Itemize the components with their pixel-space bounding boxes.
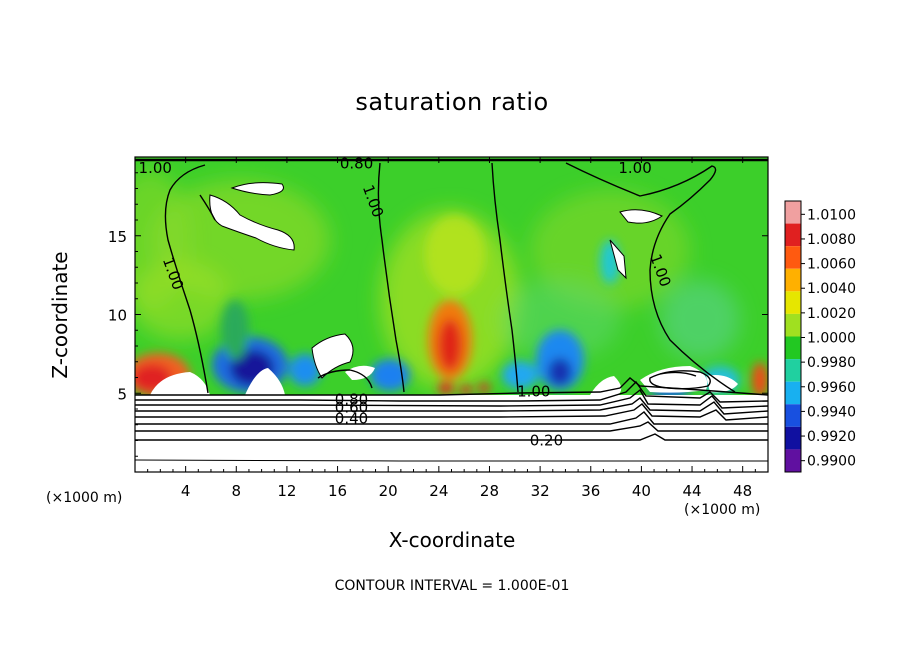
colorbar-label: 1.0000 bbox=[807, 331, 856, 347]
contour-interval-note: CONTOUR INTERVAL = 1.000E-01 bbox=[334, 578, 570, 594]
colorbar-swatch bbox=[785, 449, 801, 472]
colorbar-label: 0.9960 bbox=[807, 380, 856, 396]
x-ticks-group: 4 8 12 16 20 24 28 32 36 40 44 48 bbox=[147, 157, 756, 500]
contour-label: 1.00 bbox=[139, 159, 172, 177]
x-tick-label: 24 bbox=[429, 482, 448, 500]
colorbar: 1.0100 1.0080 1.0060 1.0040 1.0020 1.0000 0.99… bbox=[784, 200, 856, 473]
colorbar-swatch bbox=[785, 291, 801, 314]
y-ticks-group: 5 10 15 bbox=[108, 172, 768, 457]
colorbar-swatch bbox=[785, 426, 801, 450]
contour-label: 0.80 bbox=[335, 391, 368, 409]
x-axis-unit-label: (×1000 m) bbox=[46, 490, 123, 506]
x-tick-label: 40 bbox=[632, 482, 651, 500]
x-tick-label: 44 bbox=[682, 482, 701, 500]
chart-title: saturation ratio bbox=[355, 88, 549, 116]
x-tick-label: 16 bbox=[328, 482, 347, 500]
colorbar-swatch bbox=[785, 359, 801, 382]
x-tick-label: 28 bbox=[480, 482, 499, 500]
colorbar-swatch bbox=[785, 381, 801, 405]
colorbar-swatch bbox=[785, 404, 801, 427]
contour-label: 0.80 bbox=[340, 154, 373, 172]
contour-label: 1.00 bbox=[618, 159, 651, 177]
colorbar-label: 1.0100 bbox=[807, 207, 856, 223]
colorbar-frame bbox=[784, 200, 802, 473]
colorbar-label: 1.0060 bbox=[807, 257, 856, 273]
contour-label: 1.00 bbox=[517, 383, 550, 401]
colorbar-label: 0.9920 bbox=[807, 429, 856, 445]
contour-label: 0.60 bbox=[335, 398, 368, 416]
x-tick-label: 4 bbox=[181, 482, 191, 500]
colorbar-swatch bbox=[785, 201, 801, 224]
x-tick-label: 20 bbox=[379, 482, 398, 500]
x-axis-unit-label-right: (×1000 m) bbox=[684, 502, 761, 518]
colorbar-label: 1.0040 bbox=[807, 281, 856, 297]
colorbar-label: 1.0020 bbox=[807, 306, 856, 322]
x-axis-label: X-coordinate bbox=[388, 528, 516, 552]
contour-label: 0.40 bbox=[335, 409, 368, 427]
x-tick-label: 48 bbox=[733, 482, 752, 500]
contour-lines-upper bbox=[135, 158, 768, 394]
saturation-field: 1.000.801.001.001.001.001.000.800.600.40… bbox=[135, 154, 768, 472]
colorbar-label: 1.0080 bbox=[807, 232, 856, 248]
colorbar-swatch bbox=[785, 268, 801, 292]
x-tick-label: 36 bbox=[581, 482, 600, 500]
colorbar-label: 0.9900 bbox=[807, 454, 856, 470]
y-tick-label: 15 bbox=[108, 228, 127, 246]
x-tick-label: 8 bbox=[232, 482, 242, 500]
colorbar-swatch bbox=[785, 336, 801, 360]
contour-label: 0.20 bbox=[530, 432, 563, 450]
colorbar-label: 0.9940 bbox=[807, 404, 856, 420]
x-tick-label: 32 bbox=[531, 482, 550, 500]
y-tick-label: 5 bbox=[117, 385, 127, 403]
y-tick-label: 10 bbox=[108, 307, 127, 325]
colorbar-label: 0.9980 bbox=[807, 355, 856, 371]
colorbar-swatch bbox=[785, 313, 801, 337]
x-tick-label: 12 bbox=[277, 482, 296, 500]
colorbar-swatch bbox=[785, 223, 801, 247]
colorbar-swatch bbox=[785, 246, 801, 269]
